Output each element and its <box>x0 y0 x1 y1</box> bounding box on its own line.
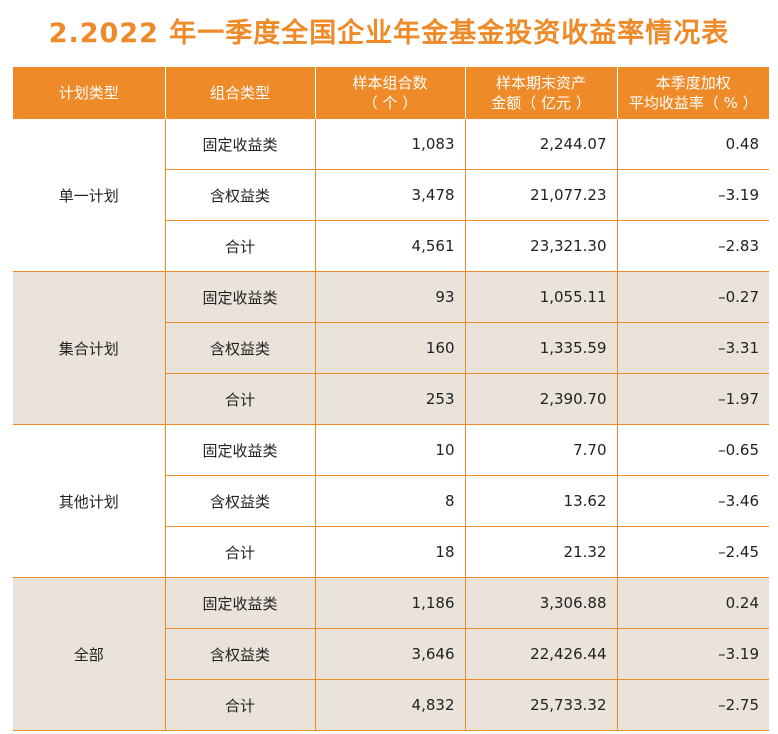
combo-type-cell: 合计 <box>164 679 315 731</box>
sample-count-cell: 4,561 <box>314 220 465 272</box>
table-row: 集合计划 固定收益类 93 1,055.11 –0.27 <box>13 271 769 425</box>
assets-cell: 21.32 <box>464 526 617 578</box>
table-row: 含权益类 160 1,335.59 –3.31 <box>13 322 769 374</box>
header-plan-type: 计划类型 <box>13 67 165 119</box>
assets-cell: 7.70 <box>464 424 617 476</box>
table-row: 全部 固定收益类 1,186 3,306.88 0.24 <box>13 577 769 731</box>
return-cell: 0.24 <box>616 577 769 629</box>
sample-count-cell: 160 <box>314 322 465 374</box>
return-cell: –2.83 <box>616 220 769 272</box>
header-combo-type: 组合类型 <box>164 67 315 119</box>
assets-cell: 22,426.44 <box>464 628 617 680</box>
sample-count-cell: 8 <box>314 475 465 527</box>
return-cell: 0.48 <box>616 119 769 170</box>
return-cell: –0.65 <box>616 424 769 476</box>
table-row: 合计 4,832 25,733.32 –2.75 <box>13 679 769 731</box>
assets-cell: 23,321.30 <box>464 220 617 272</box>
assets-cell: 13.62 <box>464 475 617 527</box>
return-cell: –3.19 <box>616 628 769 680</box>
returns-table: 计划类型 组合类型 样本组合数 （ 个 ） 样本期末资产 金额（ 亿元 ） 本季度加… <box>13 67 769 731</box>
assets-cell: 1,335.59 <box>464 322 617 374</box>
sample-count-cell: 4,832 <box>314 679 465 731</box>
return-cell: –3.31 <box>616 322 769 374</box>
header-return: 本季度加权平均收益率（ % ） <box>616 67 769 119</box>
header-assets-line2: 金额（ 亿元 ） <box>491 94 591 112</box>
combo-type-cell: 固定收益类 <box>164 271 315 323</box>
sample-count-cell: 3,478 <box>314 169 465 221</box>
combo-type-cell: 合计 <box>164 220 315 272</box>
table-row: 含权益类 3,646 22,426.44 –3.19 <box>13 628 769 680</box>
sample-count-cell: 10 <box>314 424 465 476</box>
assets-cell: 2,244.07 <box>464 119 617 170</box>
header-row: 计划类型 组合类型 样本组合数 （ 个 ） 样本期末资产 金额（ 亿元 ） 本季度加… <box>13 67 769 119</box>
sample-count-cell: 3,646 <box>314 628 465 680</box>
combo-type-cell: 合计 <box>164 526 315 578</box>
return-cell: –3.46 <box>616 475 769 527</box>
combo-type-cell: 固定收益类 <box>164 577 315 629</box>
return-cell: –2.75 <box>616 679 769 731</box>
header-combo-type-label: 组合类型 <box>209 84 270 102</box>
return-cell: –0.27 <box>616 271 769 323</box>
header-sample-count-line1: 样本组合数 <box>352 74 428 92</box>
table-row: 含权益类 3,478 21,077.23 –3.19 <box>13 169 769 221</box>
header-return-line2: 平均收益率（ % ） <box>628 94 758 112</box>
combo-type-cell: 含权益类 <box>164 628 315 680</box>
assets-cell: 1,055.11 <box>464 271 617 323</box>
table-row: 单一计划 固定收益类 1,083 2,244.07 0.48 <box>13 119 769 272</box>
assets-cell: 21,077.23 <box>464 169 617 221</box>
combo-type-cell: 固定收益类 <box>164 424 315 476</box>
sample-count-cell: 1,083 <box>314 119 465 170</box>
sample-count-cell: 18 <box>314 526 465 578</box>
table-header: 计划类型 组合类型 样本组合数 （ 个 ） 样本期末资产 金额（ 亿元 ） 本季度加… <box>13 67 769 119</box>
return-cell: –1.97 <box>616 373 769 425</box>
combo-type-cell: 固定收益类 <box>164 119 315 170</box>
plan-type-cell: 全部 <box>13 577 165 731</box>
combo-type-cell: 合计 <box>164 373 315 425</box>
table-row: 合计 4,561 23,321.30 –2.83 <box>13 220 769 272</box>
table-row: 含权益类 8 13.62 –3.46 <box>13 475 769 527</box>
plan-type-cell: 集合计划 <box>13 271 165 425</box>
header-return-line1: 本季度加权 <box>655 74 731 92</box>
header-sample-count-line2: （ 个 ） <box>362 94 418 112</box>
header-plan-type-label: 计划类型 <box>58 84 119 102</box>
sample-count-cell: 1,186 <box>314 577 465 629</box>
table-row: 合计 253 2,390.70 –1.97 <box>13 373 769 425</box>
combo-type-cell: 含权益类 <box>164 322 315 374</box>
combo-type-cell: 含权益类 <box>164 475 315 527</box>
combo-type-cell: 含权益类 <box>164 169 315 221</box>
sample-count-cell: 253 <box>314 373 465 425</box>
page-title: 2.2022 年一季度全国企业年金基金投资收益率情况表 <box>48 18 730 49</box>
table-row: 其他计划 固定收益类 10 7.70 –0.65 <box>13 424 769 578</box>
return-cell: –3.19 <box>616 169 769 221</box>
assets-cell: 3,306.88 <box>464 577 617 629</box>
return-cell: –2.45 <box>616 526 769 578</box>
assets-cell: 25,733.32 <box>464 679 617 731</box>
header-sample-count: 样本组合数 （ 个 ） <box>314 67 465 119</box>
header-assets: 样本期末资产 金额（ 亿元 ） <box>464 67 617 119</box>
table-body: 单一计划 固定收益类 1,083 2,244.07 0.48 含权益类 3,47… <box>13 119 769 731</box>
header-assets-line1: 样本期末资产 <box>495 74 586 92</box>
sample-count-cell: 93 <box>314 271 465 323</box>
assets-cell: 2,390.70 <box>464 373 617 425</box>
plan-type-cell: 单一计划 <box>13 119 165 272</box>
plan-type-cell: 其他计划 <box>13 424 165 578</box>
table-row: 合计 18 21.32 –2.45 <box>13 526 769 578</box>
